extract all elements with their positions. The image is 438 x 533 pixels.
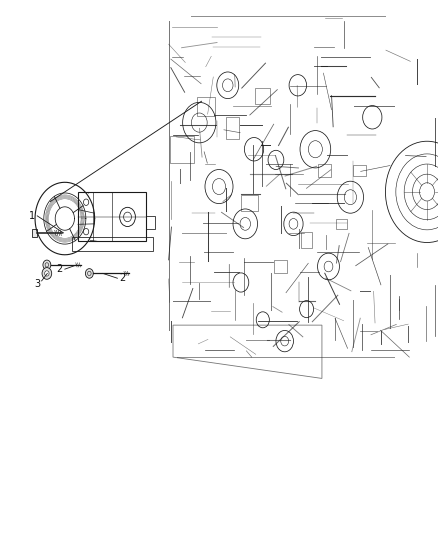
Bar (72, 237, 153, 251)
Text: 3: 3 (34, 279, 40, 288)
Bar (318, 164, 331, 177)
Bar (197, 97, 215, 116)
Bar (78, 192, 146, 241)
Text: 1: 1 (28, 211, 35, 221)
Bar (226, 117, 239, 139)
Bar (255, 88, 271, 104)
Bar (336, 219, 347, 229)
Bar (170, 136, 194, 163)
Circle shape (85, 269, 93, 278)
Text: 2: 2 (56, 264, 62, 274)
Circle shape (43, 260, 51, 270)
Bar (32, 229, 37, 237)
Circle shape (45, 271, 49, 276)
Text: 2: 2 (120, 273, 126, 283)
Bar (241, 195, 258, 211)
Bar (146, 216, 155, 229)
Circle shape (42, 268, 52, 279)
Bar (274, 260, 287, 273)
Bar (353, 165, 366, 176)
Bar (301, 232, 312, 248)
